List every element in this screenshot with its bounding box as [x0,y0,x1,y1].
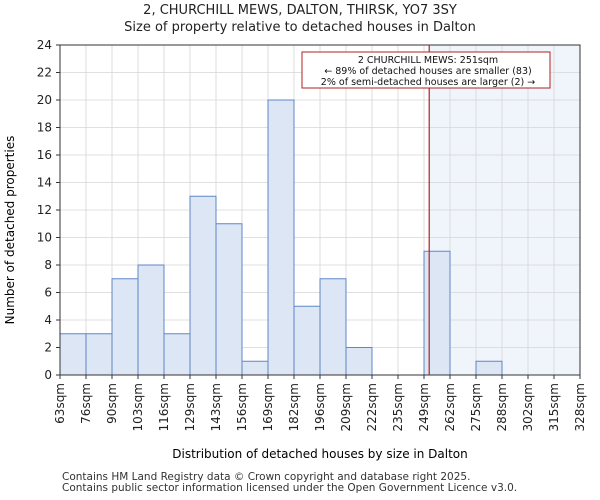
bar [267,99,295,376]
y-tick-label: 12 [37,203,52,217]
y-axis-label: Number of detached properties [3,136,17,325]
bar [85,333,113,376]
x-tick-label: 116sqm [157,383,171,431]
bar [319,278,347,376]
x-tick-label: 302sqm [521,383,535,431]
x-tick-label: 103sqm [131,383,145,431]
chart-title: 2, CHURCHILL MEWS, DALTON, THIRSK, YO7 3… [143,3,457,18]
bar [59,333,87,376]
bar [189,195,217,376]
y-tick-label: 2 [44,341,52,355]
x-tick-label: 235sqm [391,383,405,431]
annotation-line: 2 CHURCHILL MEWS: 251sqm [358,55,498,66]
x-axis-label: Distribution of detached houses by size … [172,447,467,461]
bar [163,333,191,376]
bar [241,360,269,376]
x-tick-label: 182sqm [287,383,301,431]
bar [345,347,373,376]
x-tick-label: 169sqm [261,383,275,431]
x-tick-label: 249sqm [417,383,431,431]
x-tick-label: 143sqm [209,383,223,431]
chart-subtitle: Size of property relative to detached ho… [124,20,476,35]
x-tick-label: 76sqm [79,383,93,424]
y-tick-label: 20 [37,93,52,107]
bar [423,250,451,376]
x-tick-label: 156sqm [235,383,249,431]
y-tick-label: 24 [37,38,52,52]
footer-copyright: Contains HM Land Registry data © Crown c… [62,471,471,483]
bar [475,360,503,376]
y-tick-label: 18 [37,121,52,135]
y-tick-label: 22 [37,66,52,80]
bar [215,223,243,376]
y-tick-label: 6 [44,286,52,300]
x-tick-label: 288sqm [495,383,509,431]
bar [293,305,321,376]
y-tick-label: 8 [44,258,52,272]
y-tick-label: 4 [44,313,52,327]
y-tick-label: 0 [44,368,52,382]
bar [111,278,139,376]
y-tick-label: 14 [37,176,52,190]
x-tick-label: 196sqm [313,383,327,431]
bar [137,264,165,376]
x-tick-label: 315sqm [547,383,561,431]
annotation-line: ← 89% of detached houses are smaller (83… [324,66,531,77]
y-tick-label: 16 [37,148,52,162]
x-tick-label: 275sqm [469,383,483,431]
x-tick-label: 90sqm [105,383,119,424]
annotation-box [301,51,551,89]
x-tick-label: 262sqm [443,383,457,431]
x-tick-label: 222sqm [365,383,379,431]
annotation-line: 2% of semi-detached houses are larger (2… [321,77,535,88]
y-tick-label: 10 [37,231,52,245]
x-tick-label: 328sqm [573,383,587,431]
x-tick-label: 129sqm [183,383,197,431]
x-tick-label: 209sqm [339,383,353,431]
footer-licence: Contains public sector information licen… [62,482,518,494]
x-tick-label: 63sqm [53,383,67,424]
